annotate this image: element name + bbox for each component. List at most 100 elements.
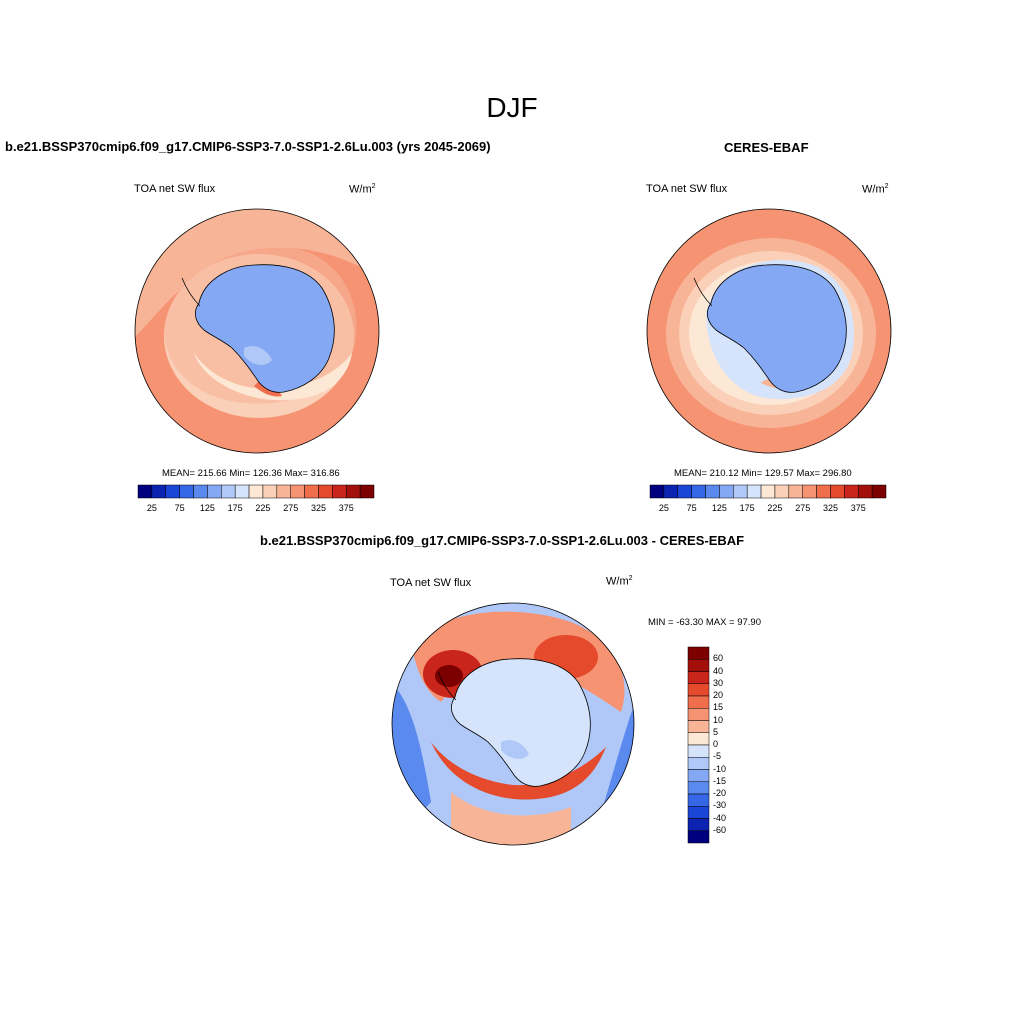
- diff-map: [391, 602, 635, 846]
- obs-colorbar-swatch: [649, 484, 665, 499]
- diff-colorbar-swatch: [687, 646, 710, 660]
- diff-colorbar-tick-label: -15: [713, 775, 727, 786]
- model-colorbar-tick-label: 225: [255, 503, 271, 513]
- model-colorbar-swatch: [193, 484, 208, 499]
- obs-colorbar-tick-label: 25: [658, 503, 669, 513]
- diff-colorbar-swatch: [687, 720, 710, 733]
- obs-colorbar-swatch: [746, 484, 762, 499]
- diff-colorbar-swatch: [687, 732, 710, 746]
- model-colorbar-swatch: [290, 484, 305, 499]
- obs-colorbar-swatch: [857, 484, 873, 499]
- model-colorbar-swatch: [137, 484, 153, 499]
- obs-colorbar-swatch: [719, 484, 734, 499]
- diff-colorbar-swatch: [687, 793, 710, 807]
- diff-colorbar-swatch: [687, 683, 710, 697]
- diff-variable-label: TOA net SW flux: [390, 577, 472, 589]
- diff-colorbar-swatch: [687, 818, 710, 831]
- obs-colorbar-swatch: [830, 484, 845, 499]
- diff-colorbar-swatch: [687, 695, 710, 709]
- obs-colorbar-swatch: [691, 484, 706, 499]
- model-colorbar-tick-label: 275: [283, 503, 299, 513]
- obs-colorbar-swatch: [788, 484, 803, 499]
- obs-colorbar-swatch: [733, 484, 748, 499]
- model-stats: MEAN= 215.66 Min= 126.36 Max= 316.86: [162, 468, 340, 479]
- model-colorbar-tick-label: 325: [310, 503, 326, 513]
- model-colorbar-tick-label: 125: [199, 503, 215, 513]
- obs-colorbar-swatch: [774, 484, 790, 499]
- diff-colorbar-swatch: [687, 671, 710, 684]
- obs-colorbar-swatch: [816, 484, 831, 499]
- obs-colorbar-tick-label: 325: [822, 503, 838, 513]
- diff-colorbar: [687, 646, 710, 844]
- diff-colorbar-swatch: [687, 806, 710, 819]
- obs-colorbar-swatch: [844, 484, 859, 499]
- diff-colorbar-tick-label: 20: [713, 690, 724, 700]
- diff-colorbar-ticks: 60 40 30 20 15 10 5 0 -5 -10 -15 -20 -30 -40 -60: [713, 647, 743, 843]
- model-colorbar-tick-label: 175: [227, 503, 243, 513]
- model-colorbar-swatch: [207, 484, 222, 499]
- model-colorbar: [137, 484, 375, 499]
- diff-colorbar-swatch: [687, 708, 710, 721]
- diff-colorbar-tick-label: 30: [713, 677, 724, 688]
- model-colorbar-swatch: [332, 484, 347, 499]
- obs-colorbar-tick-label: 125: [711, 503, 727, 513]
- model-variable-label: TOA net SW flux: [134, 183, 216, 195]
- obs-colorbar-tick-label: 275: [795, 503, 811, 513]
- diff-colorbar-tick-label: 0: [713, 739, 719, 749]
- diff-colorbar-tick-label: -40: [713, 812, 727, 823]
- diff-stats: MIN = -63.30 MAX = 97.90: [648, 617, 762, 628]
- model-colorbar-swatch: [248, 484, 264, 499]
- model-colorbar-ticks: 25 75 125 175 225 275 325 375: [138, 503, 374, 515]
- obs-colorbar-tick-label: 175: [739, 503, 755, 513]
- obs-colorbar-swatch: [663, 484, 679, 499]
- model-colorbar-tick-label: 375: [338, 503, 354, 513]
- diff-colorbar-tick-label: -10: [713, 763, 727, 774]
- model-colorbar-swatch: [276, 484, 291, 499]
- model-map: [134, 208, 380, 454]
- diff-colorbar-tick-label: -5: [713, 751, 722, 762]
- model-colorbar-swatch: [151, 484, 167, 499]
- obs-colorbar-swatch: [871, 484, 887, 499]
- model-colorbar-tick-label: 25: [146, 503, 157, 513]
- obs-units-label: W/m2: [862, 183, 889, 196]
- obs-colorbar-swatch: [705, 484, 720, 499]
- obs-colorbar-ticks: 25 75 125 175 225 275 325 375: [650, 503, 886, 515]
- diff-units-label: W/m2: [606, 575, 633, 588]
- model-units-label: W/m2: [349, 183, 376, 196]
- diff-colorbar-swatch: [687, 659, 710, 672]
- diff-panel-title: b.e21.BSSP370cmip6.f09_g17.CMIP6-SSP3-7.…: [260, 533, 745, 548]
- obs-colorbar-swatch: [677, 484, 692, 499]
- model-panel-title: b.e21.BSSP370cmip6.f09_g17.CMIP6-SSP3-7.…: [5, 139, 491, 154]
- diff-colorbar-tick-label: 15: [713, 702, 724, 713]
- diff-colorbar-swatch: [687, 830, 710, 844]
- model-colorbar-swatch: [304, 484, 319, 499]
- diff-colorbar-tick-label: -60: [713, 824, 727, 835]
- model-colorbar-swatch: [262, 484, 278, 499]
- model-colorbar-swatch: [318, 484, 333, 499]
- model-colorbar-swatch: [165, 484, 180, 499]
- obs-colorbar-swatch: [760, 484, 776, 499]
- diff-colorbar-tick-label: 40: [713, 665, 724, 676]
- obs-colorbar-swatch: [802, 484, 817, 499]
- obs-variable-label: TOA net SW flux: [646, 183, 728, 195]
- obs-stats: MEAN= 210.12 Min= 129.57 Max= 296.80: [674, 468, 852, 479]
- model-colorbar-swatch: [179, 484, 194, 499]
- obs-colorbar: [649, 484, 887, 499]
- obs-colorbar-tick-label: 75: [686, 503, 697, 513]
- model-colorbar-swatch: [234, 484, 250, 499]
- model-colorbar-swatch: [359, 484, 375, 499]
- model-colorbar-swatch: [345, 484, 361, 499]
- model-colorbar-tick-label: 75: [174, 503, 185, 513]
- diff-colorbar-tick-label: -30: [713, 800, 727, 811]
- obs-colorbar-tick-label: 225: [767, 503, 783, 513]
- obs-panel-title: CERES-EBAF: [724, 140, 809, 155]
- obs-colorbar-tick-label: 375: [850, 503, 866, 513]
- diff-colorbar-swatch: [687, 781, 710, 795]
- diff-colorbar-swatch: [687, 744, 710, 758]
- diff-colorbar-tick-label: 10: [713, 714, 724, 725]
- diff-colorbar-swatch: [687, 769, 710, 782]
- figure-title: DJF: [486, 92, 538, 123]
- diff-colorbar-tick-label: 5: [713, 726, 719, 737]
- diff-colorbar-tick-label: -20: [713, 788, 727, 798]
- diff-colorbar-tick-label: 60: [713, 653, 724, 664]
